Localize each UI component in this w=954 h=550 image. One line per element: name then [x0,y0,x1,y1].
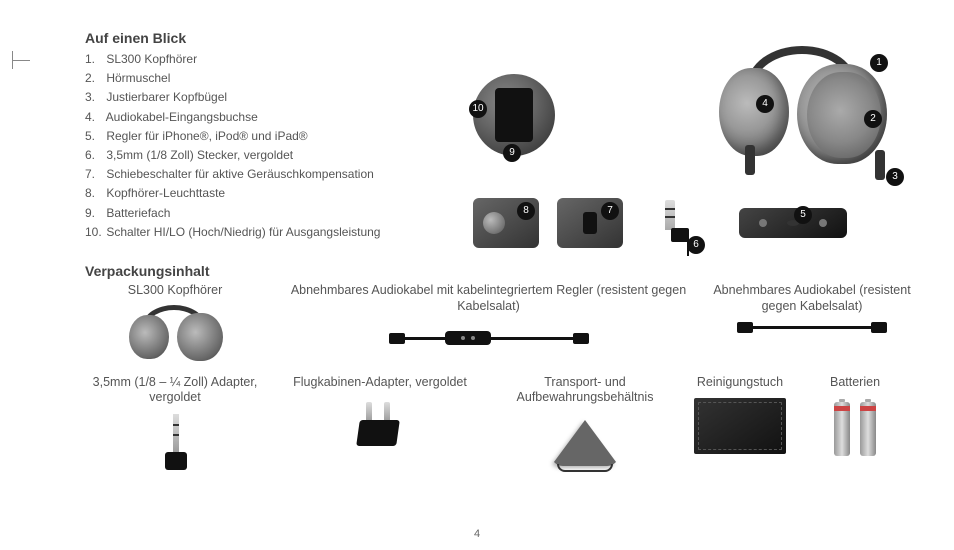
parts-list-item: 8. Kopfhörer-Leuchttaste [85,184,455,203]
parts-list-item: 1. SL300 Kopfhörer [85,50,455,69]
parts-list-item: 7. Schiebeschalter für aktive Geräuschko… [85,165,455,184]
overview-row: 1. SL300 Kopfhörer2. Hörmuschel3. Justie… [85,50,912,255]
bag-icon [551,414,619,474]
contents-row-2: 3,5mm (1/8 – ¼ Zoll) Adapter, vergoldet … [85,375,912,474]
item-cable-remote: Abnehmbares Audiokabel mit kabelintegrie… [265,283,712,354]
callout-7: 7 [601,202,619,220]
callout-4: 4 [756,95,774,113]
callout-8: 8 [517,202,535,220]
callout-6: 6 [687,236,705,254]
item-airplane-adapter: Flugkabinen-Adapter, vergoldet [265,375,495,451]
item-cloth: Reinigungstuch [675,375,805,455]
headphones-icon [123,307,228,363]
parts-list-item: 5. Regler für iPhone®, iPod® und iPad® [85,127,455,146]
callout-10: 10 [469,100,487,118]
page-number: 4 [474,528,480,540]
parts-list: 1. SL300 Kopfhörer2. Hörmuschel3. Justie… [85,50,455,242]
figure-area: 1 2 3 4 5 6 7 8 9 10 [473,50,912,255]
label-headphones: SL300 Kopfhörer [128,283,223,299]
cloth-icon [694,398,786,454]
parts-list-item: 4. Audiokabel-Eingangsbuchse [85,108,455,127]
parts-list-item: 9. Batteriefach [85,204,455,223]
cable-plain-icon [737,322,887,332]
item-bag: Transport- und Aufbewahrungsbehältnis [495,375,675,474]
cable-remote-icon [389,322,589,354]
parts-list-item: 6. 3,5mm (1/8 Zoll) Stecker, vergoldet [85,146,455,165]
callout-3: 3 [886,168,904,186]
section-title-overview: Auf einen Blick [85,30,912,46]
section-title-contents: Verpackungsinhalt [85,263,912,279]
callout-5: 5 [794,206,812,224]
callout-9: 9 [503,144,521,162]
adapter-icon [153,414,197,470]
callout-2: 2 [864,110,882,128]
label-adapter: 3,5mm (1/8 – ¼ Zoll) Adapter, vergoldet [85,375,265,406]
label-airplane-adapter: Flugkabinen-Adapter, vergoldet [293,375,467,391]
item-headphones: SL300 Kopfhörer [85,283,265,363]
label-batteries: Batterien [830,375,880,391]
parts-list-item: 10. Schalter HI/LO (Hoch/Niedrig) für Au… [85,223,455,242]
label-cable-plain: Abnehmbares Audiokabel (resistent gegen … [712,283,912,314]
batteries-icon [827,398,883,456]
parts-list-item: 3. Justierbarer Kopfbügel [85,88,455,107]
airplane-adapter-icon [348,398,412,450]
parts-list-item: 2. Hörmuschel [85,69,455,88]
inline-remote-figure [739,208,847,238]
label-bag: Transport- und Aufbewahrungsbehältnis [495,375,675,406]
callout-1: 1 [870,54,888,72]
label-cable-remote: Abnehmbares Audiokabel mit kabelintegrie… [265,283,712,314]
item-batteries: Batterien [805,375,905,457]
item-cable-plain: Abnehmbares Audiokabel (resistent gegen … [712,283,912,332]
item-adapter: 3,5mm (1/8 – ¼ Zoll) Adapter, vergoldet [85,375,265,470]
label-cloth: Reinigungstuch [697,375,783,391]
contents-row-1: SL300 Kopfhörer Abnehmbares Audiokabel m… [85,283,912,363]
